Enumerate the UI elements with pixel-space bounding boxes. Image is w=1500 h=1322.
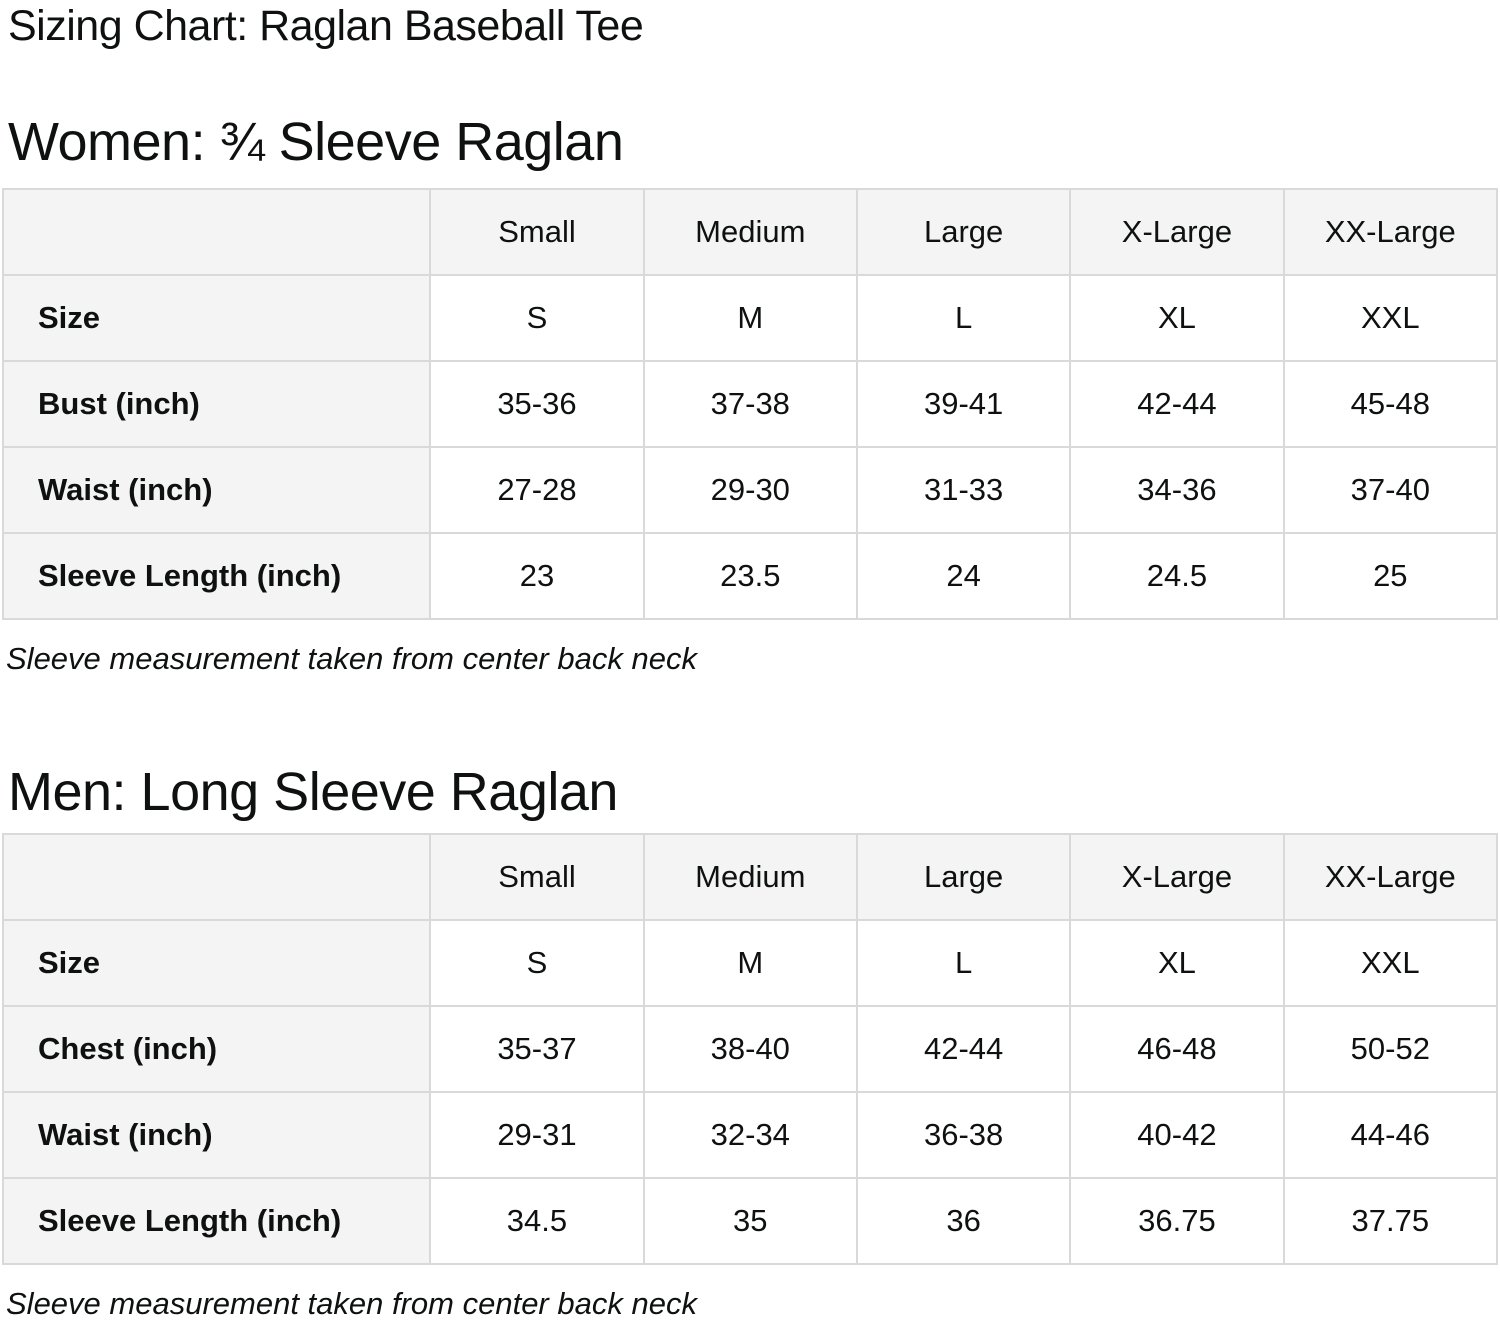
women-bust-m: 37-38 xyxy=(642,359,858,448)
men-sleeve-row-label: Sleeve Length (inch) xyxy=(1,1177,432,1266)
women-header-xlarge: X-Large xyxy=(1069,187,1285,276)
women-section-heading: Women: ¾ Sleeve Raglan xyxy=(8,112,624,173)
men-sleeve-xxl: 37.75 xyxy=(1282,1177,1499,1266)
men-sleeve-m: 35 xyxy=(642,1177,858,1266)
men-sleeve-s: 34.5 xyxy=(429,1177,645,1266)
women-header-xxlarge: XX-Large xyxy=(1282,187,1499,276)
women-bust-xl: 42-44 xyxy=(1069,359,1285,448)
women-header-medium: Medium xyxy=(642,187,858,276)
men-size-xl: XL xyxy=(1069,919,1285,1008)
women-size-row-label: Size xyxy=(1,273,432,362)
men-header-large: Large xyxy=(855,833,1072,922)
women-sleeve-row: Sleeve Length (inch) 23 23.5 24 24.5 25 xyxy=(1,531,1499,620)
men-sleeve-xl: 36.75 xyxy=(1069,1177,1285,1266)
men-sleeve-l: 36 xyxy=(855,1177,1072,1266)
men-waist-row-label: Waist (inch) xyxy=(1,1091,432,1180)
men-sleeve-row: Sleeve Length (inch) 34.5 35 36 36.75 37… xyxy=(1,1177,1499,1266)
page-title: Sizing Chart: Raglan Baseball Tee xyxy=(8,2,644,50)
men-header-corner-cell xyxy=(1,833,432,922)
women-bust-xxl: 45-48 xyxy=(1282,359,1499,448)
women-waist-m: 29-30 xyxy=(642,445,858,534)
women-header-large: Large xyxy=(855,187,1072,276)
men-size-row: Size S M L XL XXL xyxy=(1,919,1499,1008)
men-chest-xl: 46-48 xyxy=(1069,1005,1285,1094)
women-waist-row-label: Waist (inch) xyxy=(1,445,432,534)
women-size-row: Size S M L XL XXL xyxy=(1,273,1499,362)
women-size-s: S xyxy=(429,273,645,362)
men-waist-l: 36-38 xyxy=(855,1091,1072,1180)
women-waist-xl: 34-36 xyxy=(1069,445,1285,534)
women-bust-l: 39-41 xyxy=(855,359,1072,448)
men-chest-l: 42-44 xyxy=(855,1005,1072,1094)
women-sleeve-xxl: 25 xyxy=(1282,531,1499,620)
men-header-row: Small Medium Large X-Large XX-Large xyxy=(1,833,1499,922)
women-waist-xxl: 37-40 xyxy=(1282,445,1499,534)
men-waist-s: 29-31 xyxy=(429,1091,645,1180)
women-sleeve-row-label: Sleeve Length (inch) xyxy=(1,531,432,620)
women-sizing-table: Small Medium Large X-Large XX-Large Size… xyxy=(1,187,1499,620)
women-header-row: Small Medium Large X-Large XX-Large xyxy=(1,187,1499,276)
women-header-small: Small xyxy=(429,187,645,276)
men-header-small: Small xyxy=(429,833,645,922)
men-chest-row: Chest (inch) 35-37 38-40 42-44 46-48 50-… xyxy=(1,1005,1499,1094)
women-bust-row: Bust (inch) 35-36 37-38 39-41 42-44 45-4… xyxy=(1,359,1499,448)
men-sizing-table: Small Medium Large X-Large XX-Large Size… xyxy=(1,833,1499,1266)
men-size-xxl: XXL xyxy=(1282,919,1499,1008)
women-size-xl: XL xyxy=(1069,273,1285,362)
men-chest-xxl: 50-52 xyxy=(1282,1005,1499,1094)
men-header-medium: Medium xyxy=(642,833,858,922)
men-waist-xl: 40-42 xyxy=(1069,1091,1285,1180)
men-chest-row-label: Chest (inch) xyxy=(1,1005,432,1094)
women-sleeve-measurement-note: Sleeve measurement taken from center bac… xyxy=(6,640,697,676)
men-waist-xxl: 44-46 xyxy=(1282,1091,1499,1180)
men-size-m: M xyxy=(642,919,858,1008)
women-sleeve-xl: 24.5 xyxy=(1069,531,1285,620)
women-bust-row-label: Bust (inch) xyxy=(1,359,432,448)
men-size-row-label: Size xyxy=(1,919,432,1008)
women-bust-s: 35-36 xyxy=(429,359,645,448)
women-sleeve-l: 24 xyxy=(855,531,1072,620)
men-chest-s: 35-37 xyxy=(429,1005,645,1094)
men-waist-row: Waist (inch) 29-31 32-34 36-38 40-42 44-… xyxy=(1,1091,1499,1180)
women-waist-s: 27-28 xyxy=(429,445,645,534)
men-chest-m: 38-40 xyxy=(642,1005,858,1094)
women-size-l: L xyxy=(855,273,1072,362)
men-size-s: S xyxy=(429,919,645,1008)
men-header-xlarge: X-Large xyxy=(1069,833,1285,922)
men-sleeve-measurement-note: Sleeve measurement taken from center bac… xyxy=(6,1286,697,1322)
women-waist-row: Waist (inch) 27-28 29-30 31-33 34-36 37-… xyxy=(1,445,1499,534)
women-sleeve-m: 23.5 xyxy=(642,531,858,620)
men-header-xxlarge: XX-Large xyxy=(1282,833,1499,922)
men-section-heading: Men: Long Sleeve Raglan xyxy=(8,761,618,822)
women-size-m: M xyxy=(642,273,858,362)
men-waist-m: 32-34 xyxy=(642,1091,858,1180)
women-sleeve-s: 23 xyxy=(429,531,645,620)
men-size-l: L xyxy=(855,919,1072,1008)
women-size-xxl: XXL xyxy=(1282,273,1499,362)
women-header-corner-cell xyxy=(1,187,432,276)
women-waist-l: 31-33 xyxy=(855,445,1072,534)
